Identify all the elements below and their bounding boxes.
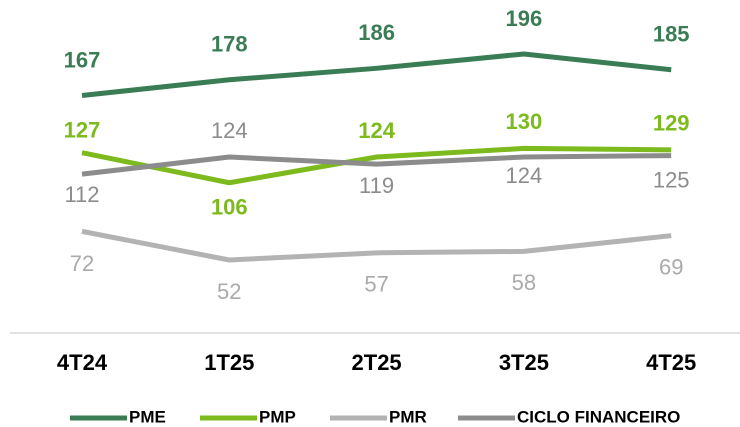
series-line: [81, 145, 672, 186]
x-tick-label: 1T25: [204, 350, 254, 375]
x-tick-label: 4T24: [57, 350, 108, 375]
legend-label: CICLO FINANCEIRO: [517, 407, 680, 426]
data-label: 186: [358, 20, 395, 45]
data-label: 129: [653, 111, 690, 136]
series-line: [81, 153, 672, 177]
legend-label: PMP: [259, 407, 296, 426]
data-label: 124: [506, 163, 543, 188]
data-label: 69: [659, 254, 683, 279]
data-label: 167: [64, 47, 101, 72]
data-label: 57: [364, 272, 388, 297]
data-label: 52: [217, 279, 241, 304]
data-label: 196: [506, 6, 543, 31]
data-label: 58: [512, 270, 536, 295]
data-label: 125: [653, 167, 690, 192]
data-label: 130: [506, 109, 543, 134]
series-line: [81, 51, 672, 98]
legend-label: PMR: [389, 407, 427, 426]
data-label: 124: [358, 118, 395, 143]
data-label: 124: [211, 118, 248, 143]
data-label: 106: [211, 195, 248, 220]
data-label: 112: [64, 182, 99, 207]
data-label: 178: [211, 32, 248, 57]
data-label: 185: [653, 22, 690, 47]
data-label: 72: [70, 251, 94, 276]
data-label: 119: [359, 173, 394, 198]
legend-label: PME: [129, 407, 166, 426]
x-tick-label: 2T25: [352, 350, 402, 375]
x-tick-label: 4T25: [646, 350, 696, 375]
x-tick-label: 3T25: [499, 350, 549, 375]
series-line: [81, 228, 672, 263]
data-label: 127: [64, 118, 101, 143]
